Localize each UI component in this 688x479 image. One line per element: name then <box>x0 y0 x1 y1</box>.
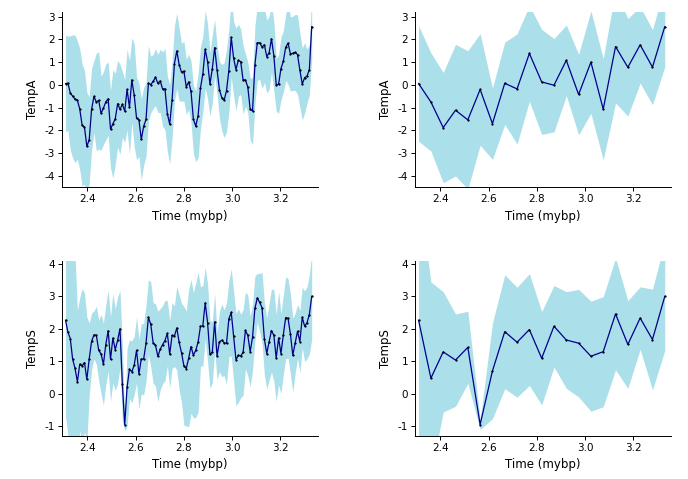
X-axis label: Time (mybp): Time (mybp) <box>505 210 581 223</box>
Y-axis label: TempA: TempA <box>379 80 392 119</box>
Y-axis label: TempS: TempS <box>26 329 39 368</box>
Y-axis label: TempA: TempA <box>26 80 39 119</box>
Y-axis label: TempS: TempS <box>379 329 392 368</box>
X-axis label: Time (mybp): Time (mybp) <box>152 210 228 223</box>
X-axis label: Time (mybp): Time (mybp) <box>152 458 228 471</box>
X-axis label: Time (mybp): Time (mybp) <box>505 458 581 471</box>
